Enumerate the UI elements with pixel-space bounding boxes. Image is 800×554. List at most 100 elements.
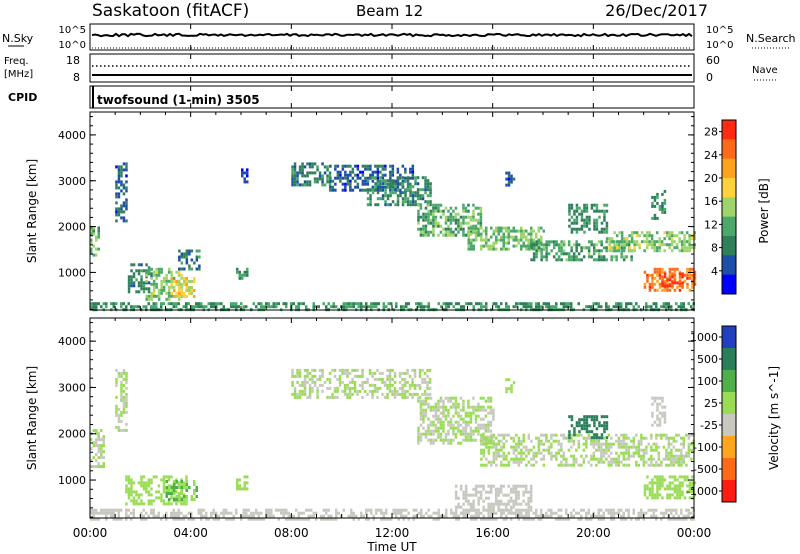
heatmap-cell [568,218,571,222]
heatmap-cell [670,240,674,244]
heatmap-cell [490,460,493,464]
heatmap-cell [678,249,681,253]
heatmap-cell [212,517,215,521]
heatmap-cell [333,389,337,393]
noise-panel: N.Sky 10^5 10^0 10^5 10^0 N.Search [2,23,796,51]
heatmap-cell [439,230,443,234]
heatmap-cell [332,517,335,521]
heatmap-cell [160,282,163,286]
heatmap-cell [610,246,614,250]
heatmap-cell [429,182,432,186]
heatmap-cell [515,448,518,452]
heatmap-cell [92,465,95,469]
heatmap-cell [452,230,455,234]
heatmap-cell [540,252,543,256]
heatmap-cell [500,508,503,512]
heatmap-cell [137,284,141,288]
heatmap-cell [525,448,528,452]
heatmap-cell [447,414,450,418]
heatmap-cell [480,457,483,461]
heatmap-cell [552,246,556,250]
heatmap-cell [401,386,404,390]
heatmap-cell [661,210,664,214]
heatmap-cell [485,457,488,461]
heatmap-cell [484,438,488,442]
heatmap-cell [509,505,513,509]
heatmap-cell [505,247,508,251]
heatmap-cell [454,493,458,497]
heatmap-cell [185,514,188,518]
heatmap-cell [507,238,510,242]
heatmap-cell [651,285,654,289]
heatmap-cell [417,302,420,306]
heatmap-cell [346,173,350,177]
heatmap-cell [361,182,365,186]
heatmap-cell [643,484,647,488]
heatmap-cell [517,511,520,515]
heatmap-cell [346,179,350,183]
heatmap-cell [311,171,314,175]
heatmap-cell [404,194,407,198]
heatmap-cell [178,486,181,489]
heatmap-cell [241,171,244,175]
heatmap-cell [296,177,299,181]
heatmap-cell [415,514,418,518]
heatmap-cell [321,383,324,387]
heatmap-cell [352,517,355,521]
heatmap-cell [583,224,586,228]
heatmap-cell [590,206,594,210]
heatmap-cell [680,463,683,467]
heatmap-cell [170,270,173,274]
heatmap-cell [487,517,490,521]
heatmap-cell [313,380,317,384]
heatmap-cell [585,427,589,431]
heatmap-cell [529,505,533,509]
heatmap-cell [130,263,133,267]
heatmap-cell [429,438,433,442]
heatmap-cell [381,182,385,186]
heatmap-cell [645,240,649,244]
heatmap-cell [682,436,686,440]
heatmap-cell [663,249,666,253]
heatmap-cell [401,164,405,168]
heatmap-cell [570,511,573,515]
y-tick-label: 1000 [58,266,86,279]
heatmap-cell [175,478,178,482]
heatmap-cell [648,273,652,277]
heatmap-cell [464,438,468,442]
heatmap-cell [673,281,677,285]
heatmap-cell [427,423,430,427]
heatmap-cell [507,433,511,437]
heatmap-cell [613,243,616,247]
heatmap-cell [502,508,505,512]
heatmap-cell [178,283,181,286]
heatmap-cell [409,182,412,186]
heatmap-cell [411,200,415,204]
heatmap-cell [570,255,573,259]
heatmap-cell [524,484,528,488]
heatmap-cell [688,276,692,280]
heatmap-cell [572,463,576,467]
heatmap-cell [583,415,586,419]
heatmap-cell [117,428,121,432]
power-y-label: Slant Range [km] [25,159,39,263]
heatmap-cell [658,481,662,485]
heatmap-cell [572,454,576,458]
heatmap-cell [628,246,631,250]
heatmap-cell [469,405,473,409]
heatmap-cell [419,414,423,418]
heatmap-cell [185,261,189,265]
heatmap-cell [393,380,397,384]
heatmap-cell [406,197,410,201]
heatmap-cell [403,380,407,384]
heatmap-cell [105,508,108,512]
heatmap-cell [603,215,606,219]
heatmap-cell [115,508,118,512]
heatmap-cell [660,243,664,247]
heatmap-cell [577,442,581,446]
heatmap-cell [177,514,180,518]
heatmap-cell [490,235,493,239]
heatmap-cell [522,229,525,233]
heatmap-cell [177,517,180,521]
heatmap-cell [597,258,601,262]
